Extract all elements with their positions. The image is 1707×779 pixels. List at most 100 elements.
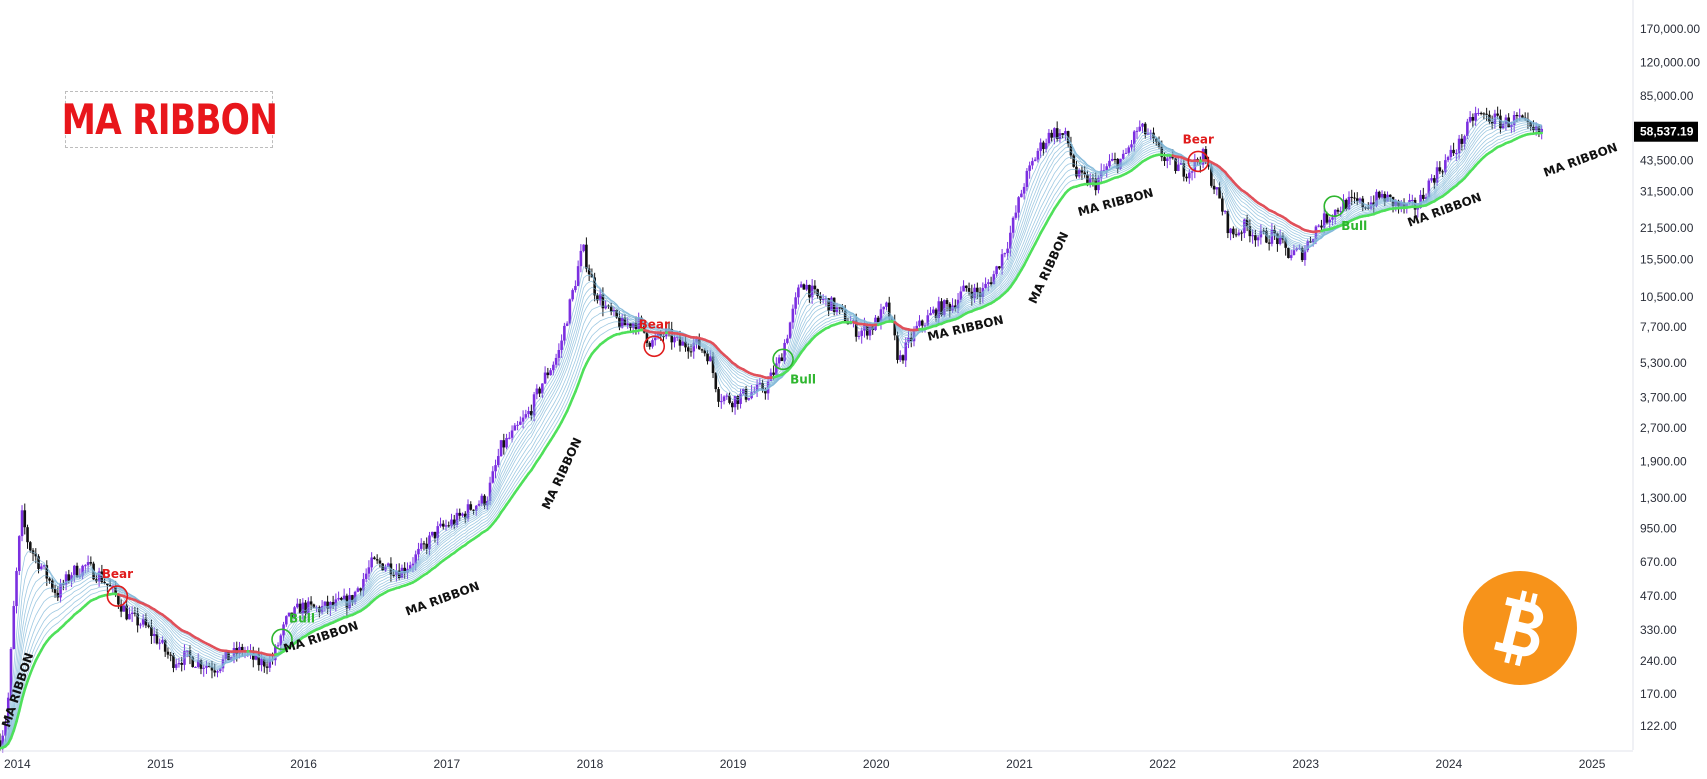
candle (260, 658, 263, 666)
candle (1325, 213, 1329, 223)
candle (1077, 169, 1081, 177)
candle (141, 618, 145, 625)
candle (392, 574, 395, 576)
bear-label: Bear (102, 567, 133, 581)
candle (441, 523, 445, 527)
candle (285, 616, 288, 625)
candle (403, 567, 406, 573)
candle (876, 317, 880, 325)
candle (1482, 113, 1486, 115)
candle (1521, 115, 1524, 118)
candle (1254, 235, 1257, 241)
candle (885, 302, 888, 307)
candle (1477, 112, 1480, 114)
candle (351, 595, 354, 603)
candle (1188, 172, 1191, 179)
candle (714, 373, 718, 390)
candle (1270, 229, 1274, 244)
candle (466, 504, 470, 519)
candle (929, 313, 932, 316)
candle (1174, 158, 1177, 171)
candle (1132, 131, 1136, 145)
bitcoin-icon (1463, 571, 1577, 685)
candle (538, 388, 541, 394)
year-tick-label: 2016 (290, 757, 317, 771)
candle (896, 335, 899, 360)
price-tick-label: 240.00 (1640, 654, 1677, 668)
candle (356, 588, 360, 592)
candle (158, 642, 161, 644)
bear-circle (106, 585, 129, 607)
candle (1251, 235, 1254, 237)
candle (780, 357, 784, 362)
candle (576, 266, 580, 287)
candle (34, 553, 38, 557)
candle (114, 586, 117, 595)
candle (1105, 166, 1109, 171)
candle (370, 557, 373, 568)
candle (557, 349, 561, 358)
candle (549, 370, 552, 376)
candle (915, 325, 919, 331)
candle (1408, 200, 1411, 204)
candle (312, 604, 316, 608)
candle (1064, 131, 1067, 135)
ma-ribbon-label: MA RIBBON (1542, 140, 1620, 180)
candle (301, 602, 305, 614)
candle (334, 599, 338, 606)
candle (1317, 225, 1321, 227)
candle (59, 583, 62, 598)
price-tick-label: 1,300.00 (1640, 491, 1687, 505)
candle (565, 323, 569, 326)
candle (923, 325, 927, 327)
candle (1055, 128, 1059, 139)
candle (783, 342, 786, 362)
candle (202, 667, 206, 669)
candle (257, 654, 261, 666)
candle (945, 300, 949, 304)
candle (593, 277, 596, 296)
candle (128, 614, 131, 620)
candle (130, 612, 134, 615)
candle (1515, 115, 1519, 117)
candle (1080, 169, 1084, 173)
candle (1006, 248, 1009, 254)
candle (1207, 162, 1210, 167)
candle (901, 355, 905, 361)
candle (722, 396, 726, 402)
candle (367, 567, 371, 574)
candle (604, 305, 607, 309)
candle (764, 390, 767, 394)
candle (775, 363, 778, 375)
candle (681, 341, 685, 346)
candle (1435, 167, 1439, 183)
candle (1061, 133, 1064, 135)
candle (359, 588, 362, 591)
candle (166, 651, 170, 655)
candle (1003, 253, 1007, 255)
candle (934, 309, 938, 319)
candle (1292, 250, 1296, 256)
bitcoin-glyph (1494, 590, 1544, 667)
candle (794, 297, 797, 309)
candle (1116, 158, 1120, 169)
candle (508, 437, 511, 439)
candle (1416, 207, 1420, 210)
candle (976, 287, 979, 293)
candle (1411, 199, 1414, 201)
year-tick-label: 2017 (433, 757, 460, 771)
candle (673, 337, 676, 343)
candle (1463, 136, 1466, 144)
candle (384, 567, 387, 571)
candle (425, 543, 429, 549)
candle (887, 302, 891, 317)
candle (648, 342, 652, 347)
ma-ribbon-label: MA RIBBON (1026, 230, 1072, 306)
candle (75, 565, 79, 577)
candle (1353, 197, 1356, 199)
candle (199, 660, 203, 669)
candle (1102, 170, 1106, 172)
year-tick-label: 2022 (1149, 757, 1176, 771)
candle (463, 513, 467, 519)
candle (684, 341, 687, 348)
